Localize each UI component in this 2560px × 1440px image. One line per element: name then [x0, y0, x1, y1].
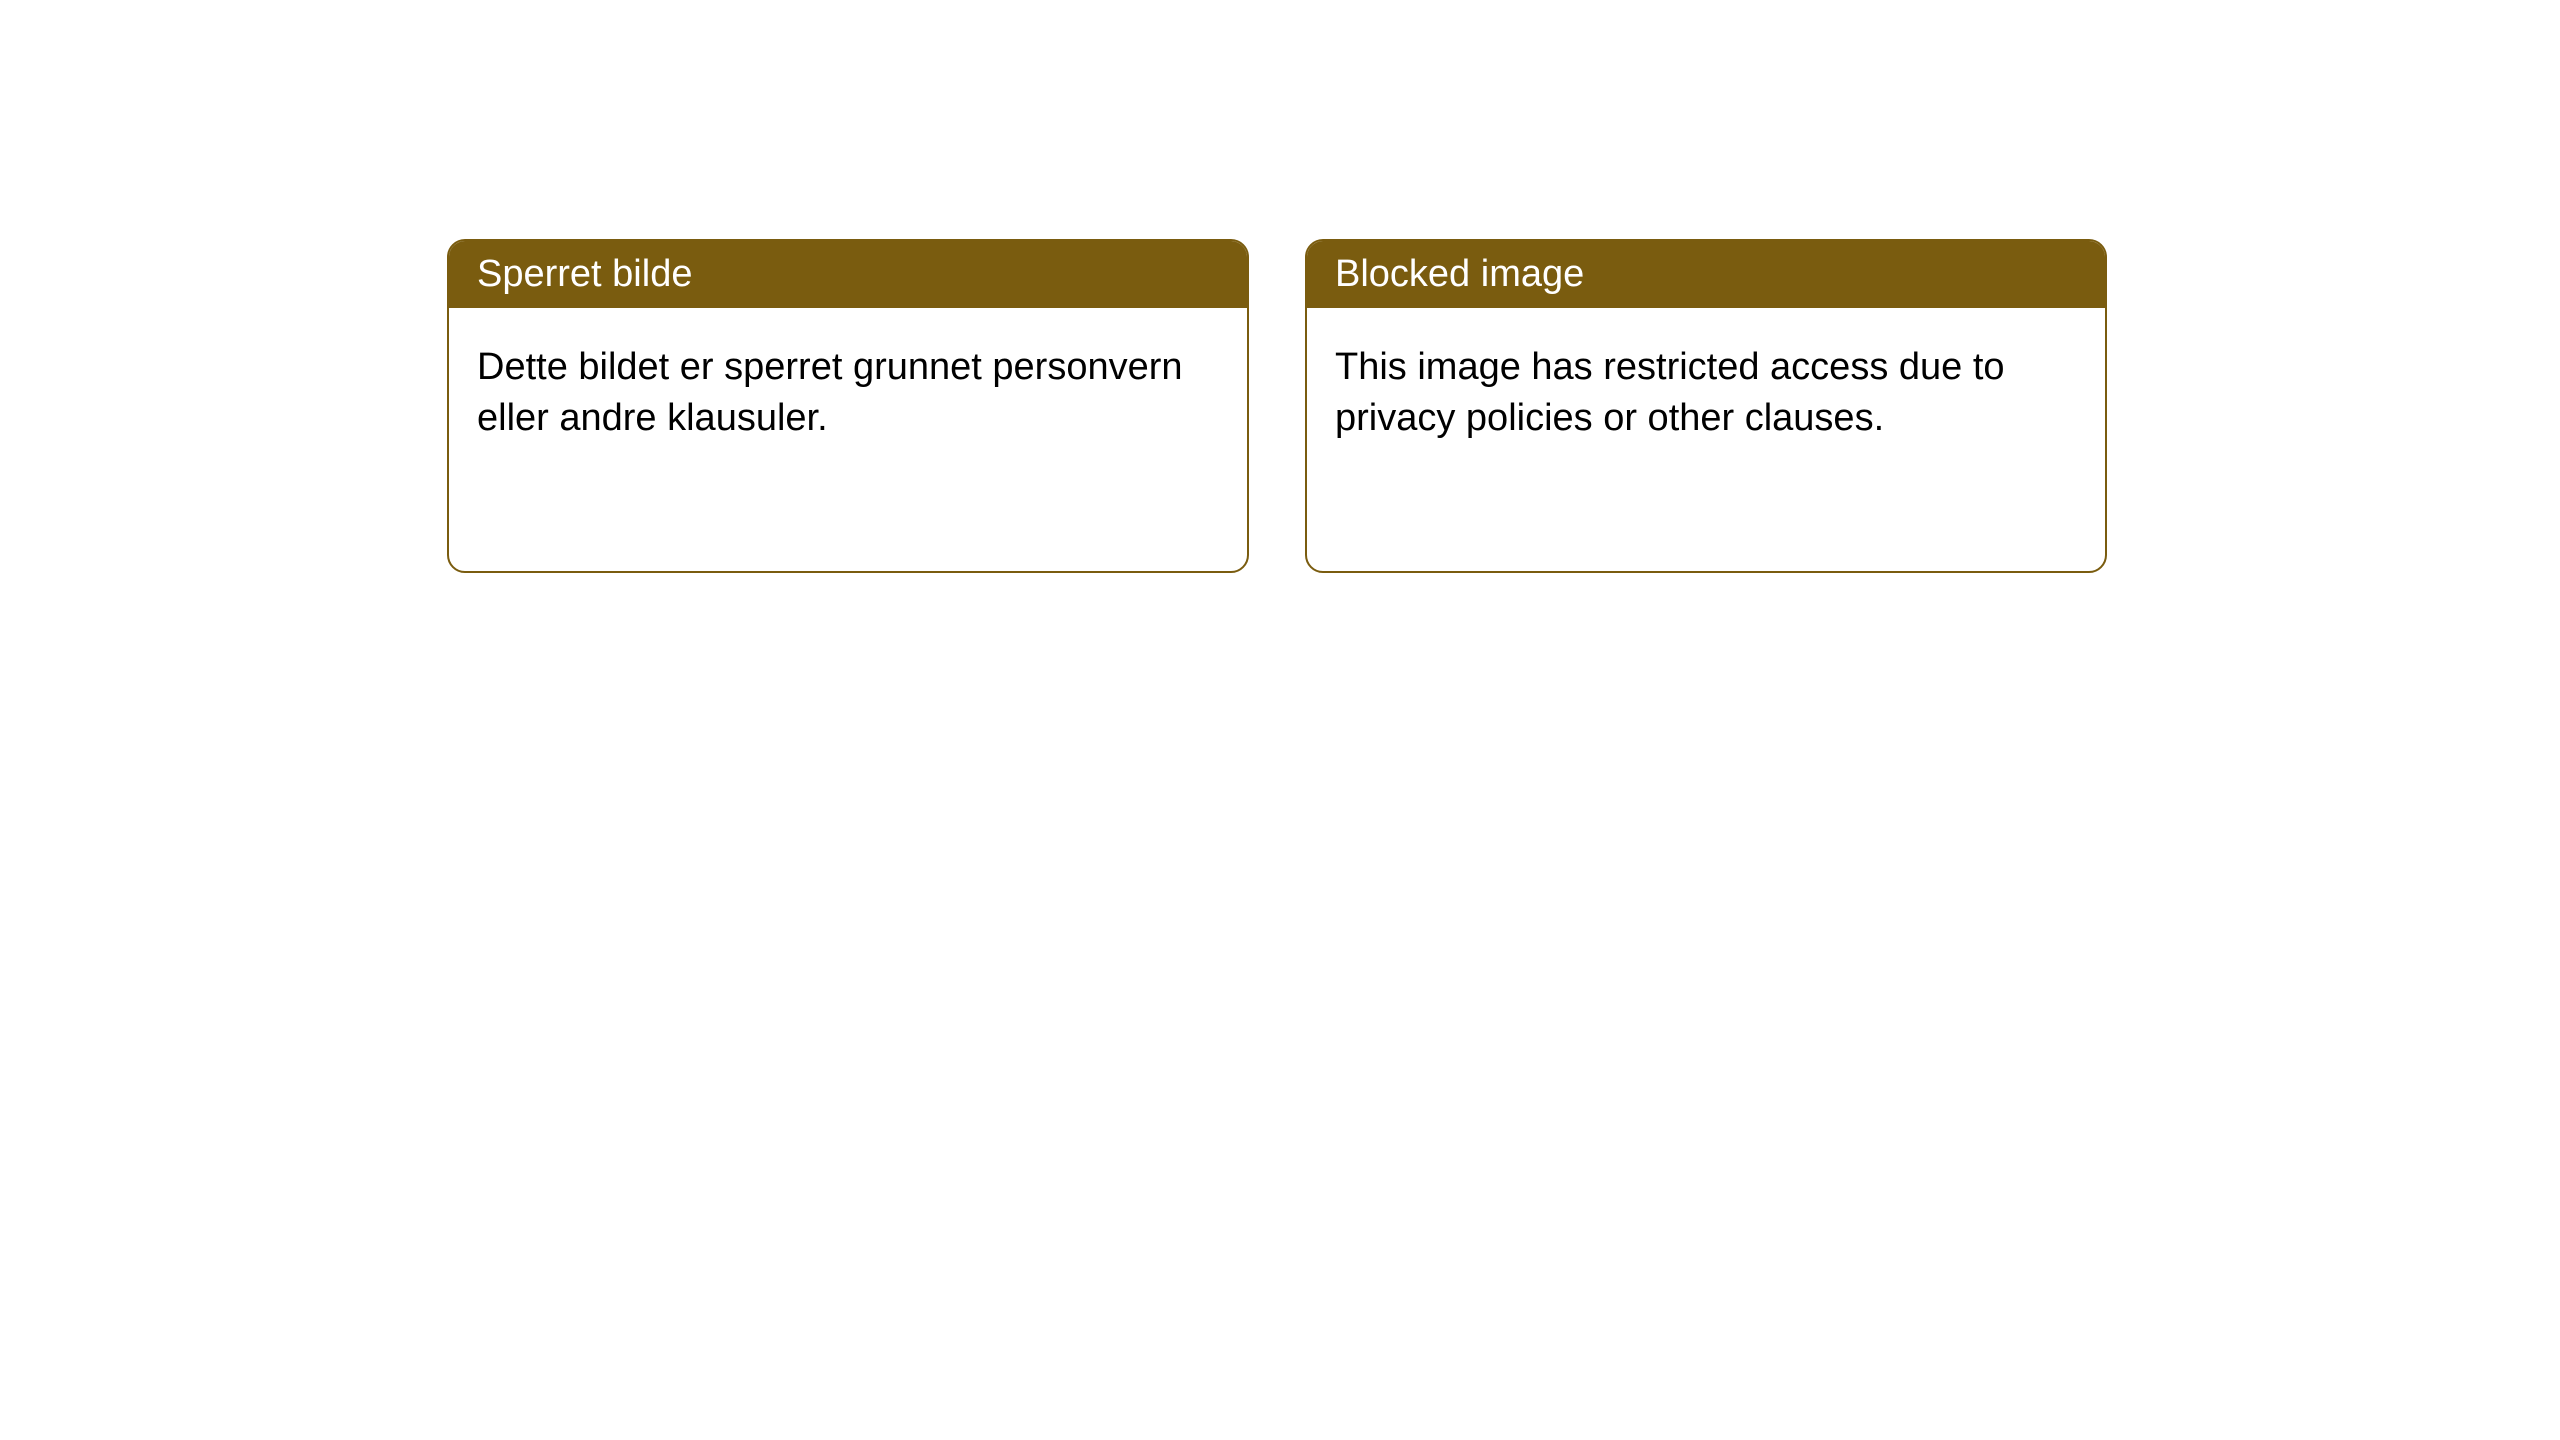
card-norwegian: Sperret bilde Dette bildet er sperret gr…: [447, 239, 1249, 573]
card-header-text: Blocked image: [1335, 253, 1584, 295]
card-header-text: Sperret bilde: [477, 253, 692, 295]
card-body: Dette bildet er sperret grunnet personve…: [449, 308, 1247, 479]
card-body: This image has restricted access due to …: [1307, 308, 2105, 479]
card-header: Sperret bilde: [449, 241, 1247, 308]
cards-container: Sperret bilde Dette bildet er sperret gr…: [447, 239, 2107, 573]
card-header: Blocked image: [1307, 241, 2105, 308]
card-body-text: This image has restricted access due to …: [1335, 346, 2005, 439]
card-body-text: Dette bildet er sperret grunnet personve…: [477, 346, 1183, 439]
card-english: Blocked image This image has restricted …: [1305, 239, 2107, 573]
